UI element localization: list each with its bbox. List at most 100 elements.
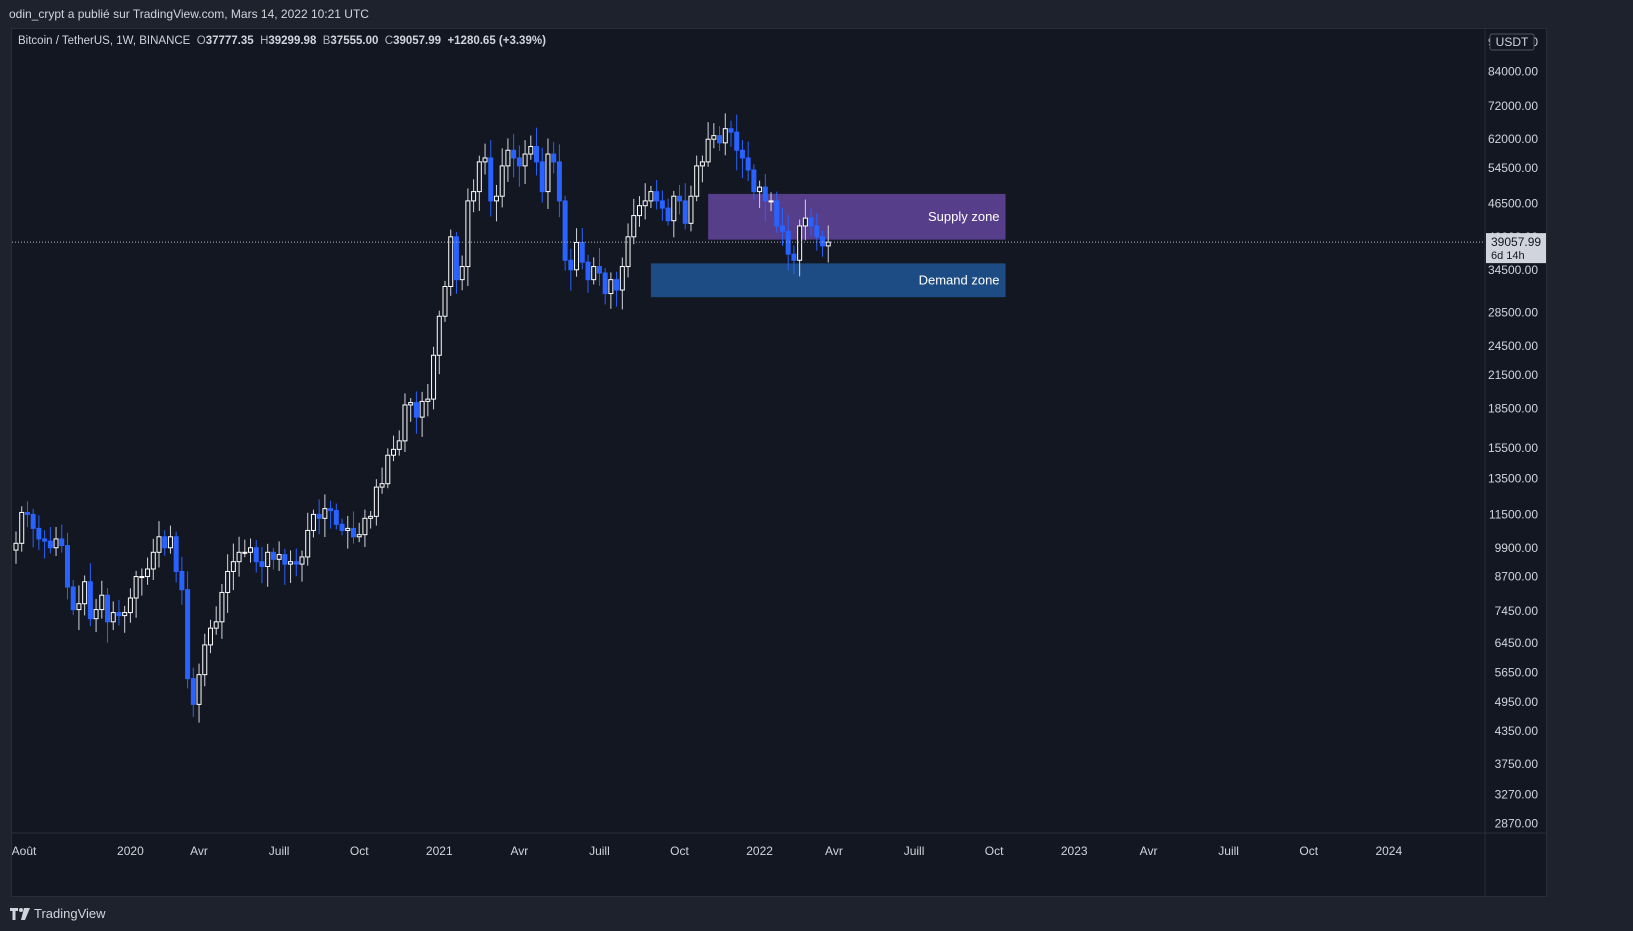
candle-down[interactable] [791, 253, 797, 261]
candle-up[interactable] [196, 674, 202, 705]
candle-up[interactable] [722, 128, 728, 144]
candle-down[interactable] [579, 241, 585, 263]
candle-up[interactable] [362, 517, 368, 536]
candle-up[interactable] [408, 402, 414, 406]
candle-down[interactable] [745, 157, 751, 171]
candle-down[interactable] [511, 149, 517, 159]
candle-up[interactable] [207, 627, 213, 646]
candle-down[interactable] [190, 678, 196, 705]
candle-up[interactable] [139, 576, 145, 579]
candle-down[interactable] [814, 225, 820, 238]
candle-up[interactable] [373, 486, 379, 517]
candle-down[interactable] [42, 538, 48, 542]
candle-up[interactable] [442, 286, 448, 317]
candle-down[interactable] [665, 207, 671, 222]
candle-up[interactable] [213, 621, 219, 629]
candle-down[interactable] [751, 169, 757, 193]
candle-down[interactable] [293, 561, 299, 565]
candle-up[interactable] [276, 554, 282, 560]
candle-up[interactable] [459, 266, 465, 281]
candle-up[interactable] [419, 400, 425, 418]
candle-up[interactable] [648, 191, 654, 202]
candle-up[interactable] [825, 241, 831, 247]
candle-down[interactable] [534, 146, 540, 163]
candle-down[interactable] [568, 259, 574, 271]
candle-up[interactable] [202, 644, 208, 676]
candle-down[interactable] [682, 200, 688, 224]
candle-up[interactable] [711, 135, 717, 140]
candle-up[interactable] [436, 315, 442, 356]
candle-down[interactable] [30, 513, 36, 529]
candle-down[interactable] [350, 527, 356, 538]
candle-up[interactable] [493, 195, 499, 202]
candle-down[interactable] [453, 236, 459, 281]
candle-up[interactable] [13, 542, 19, 551]
candle-down[interactable] [659, 200, 665, 209]
candle-down[interactable] [173, 536, 179, 572]
candle-up[interactable] [265, 551, 271, 568]
candle-down[interactable] [179, 570, 185, 591]
supply-zone[interactable] [708, 193, 1006, 240]
candle-up[interactable] [499, 165, 505, 197]
candle-down[interactable] [413, 402, 419, 418]
candle-up[interactable] [396, 440, 402, 450]
candle-down[interactable] [596, 266, 602, 274]
candle-down[interactable] [808, 217, 814, 227]
candle-down[interactable] [556, 161, 562, 202]
candle-up[interactable] [305, 529, 311, 558]
candle-up[interactable] [608, 279, 614, 295]
candle-up[interactable] [522, 153, 528, 167]
candle-down[interactable] [602, 272, 608, 295]
candle-up[interactable] [402, 404, 408, 442]
candle-up[interactable] [705, 138, 711, 163]
candle-up[interactable] [528, 146, 534, 155]
candle-down[interactable] [116, 612, 122, 617]
candle-down[interactable] [64, 545, 70, 588]
candle-down[interactable] [333, 510, 339, 525]
candle-down[interactable] [24, 511, 30, 515]
candle-down[interactable] [785, 230, 791, 255]
candle-up[interactable] [465, 200, 471, 268]
candle-up[interactable] [99, 594, 105, 611]
candle-up[interactable] [230, 561, 236, 572]
candle-down[interactable] [717, 135, 723, 144]
candle-up[interactable] [625, 236, 631, 268]
candle-up[interactable] [110, 612, 116, 623]
demand-zone[interactable] [650, 263, 1006, 298]
candle-up[interactable] [248, 547, 254, 553]
candle-up[interactable] [636, 205, 642, 217]
candle-up[interactable] [356, 534, 362, 538]
candle-down[interactable] [762, 186, 768, 202]
candle-down[interactable] [282, 554, 288, 565]
candle-up[interactable] [53, 538, 59, 549]
candle-down[interactable] [551, 153, 557, 163]
candle-down[interactable] [516, 157, 522, 167]
candle-up[interactable] [431, 354, 437, 400]
candle-up[interactable] [76, 603, 82, 611]
candle-up[interactable] [642, 200, 648, 207]
candle-down[interactable] [562, 200, 568, 261]
candle-up[interactable] [150, 551, 156, 570]
candle-up[interactable] [368, 515, 374, 519]
candle-down[interactable] [253, 547, 259, 563]
candle-up[interactable] [345, 527, 351, 531]
candle-up[interactable] [448, 236, 454, 288]
candle-up[interactable] [19, 511, 25, 544]
candle-down[interactable] [316, 513, 322, 519]
candle-down[interactable] [488, 157, 494, 202]
candle-down[interactable] [739, 149, 745, 159]
candle-down[interactable] [87, 581, 93, 620]
candle-down[interactable] [328, 508, 334, 512]
candle-up[interactable] [310, 513, 316, 531]
candle-down[interactable] [105, 594, 111, 623]
candle-up[interactable] [156, 536, 162, 553]
candle-up[interactable] [574, 241, 580, 271]
candle-up[interactable] [797, 225, 803, 261]
candle-up[interactable] [545, 153, 551, 193]
candle-up[interactable] [425, 398, 431, 402]
candle-up[interactable] [82, 581, 88, 605]
candle-down[interactable] [59, 538, 65, 547]
candle-down[interactable] [734, 131, 740, 151]
candle-down[interactable] [779, 225, 785, 232]
